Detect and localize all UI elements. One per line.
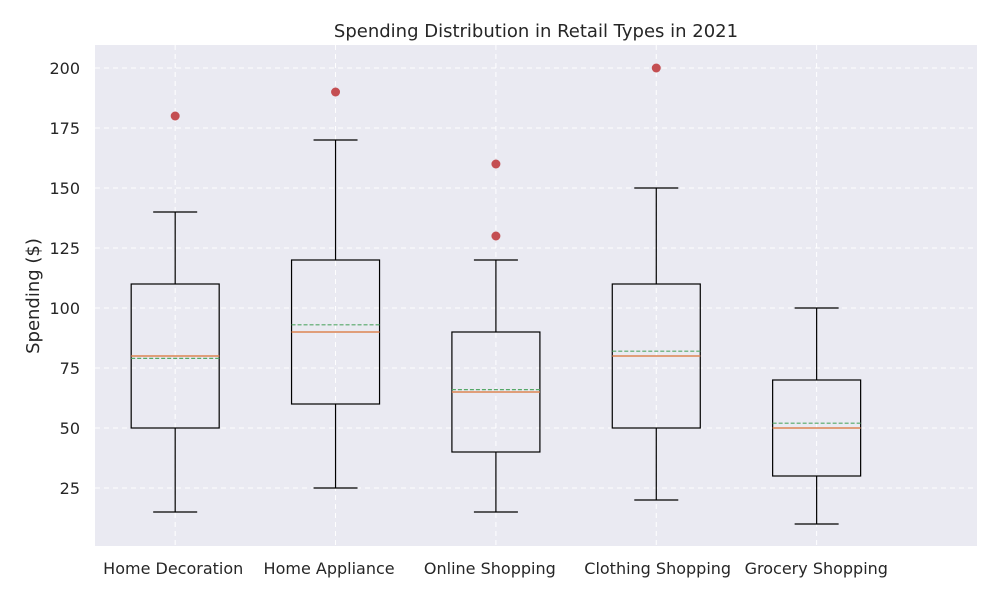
y-tick-label: 175 xyxy=(49,119,80,138)
boxes-layer xyxy=(130,63,862,525)
x-tick-label: Online Shopping xyxy=(424,559,556,578)
x-tick-label: Home Appliance xyxy=(264,559,395,578)
box-group xyxy=(451,159,541,513)
x-tick-label: Home Decoration xyxy=(103,559,243,578)
y-tick-label: 25 xyxy=(60,479,80,498)
grid-layer xyxy=(95,45,977,546)
y-tick-label: 50 xyxy=(60,419,80,438)
outlier-point xyxy=(170,111,180,121)
outlier-point xyxy=(491,159,501,169)
plot-area xyxy=(95,45,977,546)
x-tick-label: Grocery Shopping xyxy=(745,559,888,578)
outlier-point xyxy=(491,231,501,241)
y-axis-label: Spending ($) xyxy=(23,238,44,354)
box-group xyxy=(130,111,220,513)
y-tick-label: 200 xyxy=(49,59,80,78)
outlier-point xyxy=(651,63,661,73)
y-tick-label: 100 xyxy=(49,299,80,318)
y-tick-label: 75 xyxy=(60,359,80,378)
outlier-point xyxy=(331,87,341,97)
chart-title: Spending Distribution in Retail Types in… xyxy=(334,21,738,42)
box-group xyxy=(772,307,862,525)
box-group xyxy=(290,87,381,489)
box-group xyxy=(611,63,701,501)
y-tick-label: 125 xyxy=(49,239,80,258)
y-tick-label: 150 xyxy=(49,179,80,198)
x-axis-ticks: Home Decoration Home Appliance Online Shop… xyxy=(103,559,888,578)
x-tick-label: Clothing Shopping xyxy=(584,559,731,578)
y-axis-ticks: 25 50 75 100 125 150 175 200 xyxy=(49,59,80,498)
